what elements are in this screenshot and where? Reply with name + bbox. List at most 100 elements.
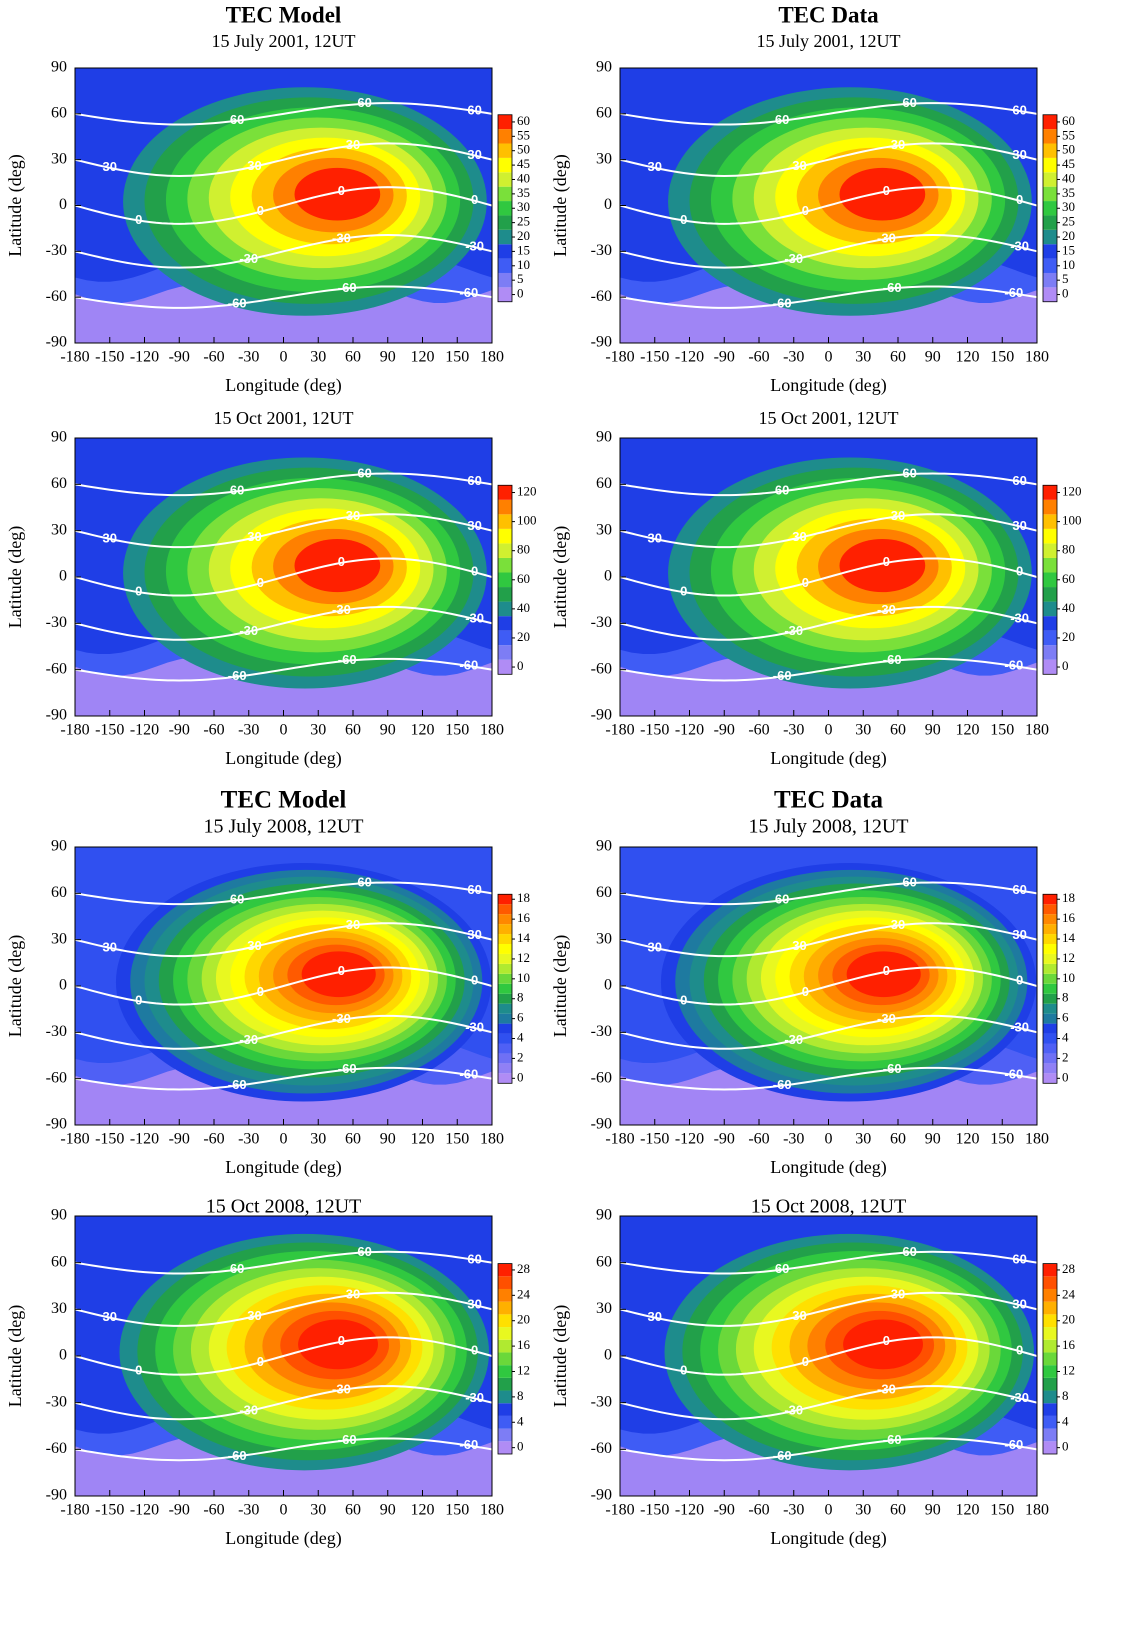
isoline-label: 60: [775, 112, 789, 127]
colorbar-box: [498, 963, 512, 974]
colorbar-tick-label: 10: [1062, 970, 1075, 985]
colorbar-box: [1043, 934, 1057, 945]
isoline-label: -30: [877, 1011, 896, 1026]
isoline: [620, 557, 1037, 597]
y-tick-label: -60: [591, 288, 612, 305]
isoline-label: 60: [775, 483, 789, 498]
isoline: [620, 922, 1037, 958]
x-tick-label: -60: [748, 1502, 769, 1519]
colorbar-box: [498, 587, 512, 602]
x-tick-label: -90: [714, 349, 735, 366]
colorbar-box: [498, 1013, 512, 1024]
colorbar-box: [1043, 272, 1057, 288]
colorbar-box: [1043, 1301, 1057, 1315]
isoline: [75, 513, 492, 549]
isoline: [75, 605, 492, 641]
colorbar-box: [498, 1033, 512, 1044]
isoline-label: -60: [1004, 1437, 1023, 1452]
isoline-label: 60: [902, 1244, 916, 1259]
colorbar-tick-label: 0: [517, 1069, 524, 1084]
x-tick-label: 180: [480, 722, 504, 739]
isoline-label: 60: [357, 95, 371, 110]
colorbar-box: [498, 1063, 512, 1074]
isoline-label: 30: [346, 917, 360, 932]
panel-subtitle: 15 July 2001, 12UT: [212, 31, 356, 51]
isoline-label: 30: [103, 159, 117, 174]
isoline-label: -60: [1004, 657, 1023, 672]
colorbar-tick-label: 18: [517, 890, 530, 905]
colorbar-box: [498, 129, 512, 144]
x-tick-label: -60: [748, 349, 769, 366]
colorbar-box: [498, 557, 512, 573]
y-tick-label: 0: [59, 568, 67, 585]
isoline: [620, 142, 1037, 177]
colorbar-box: [1043, 1403, 1057, 1416]
x-tick-label: 150: [445, 349, 469, 366]
x-tick-label: 150: [990, 1131, 1014, 1148]
colorbar-box: [1043, 1441, 1057, 1454]
colorbar-box: [1043, 1033, 1057, 1044]
colorbar-tick-label: 60: [517, 113, 530, 128]
colorbar-box: [1043, 616, 1057, 631]
panel-subtitle: 15 Oct 2008, 12UT: [751, 1196, 907, 1218]
x-tick-label: -180: [60, 1131, 89, 1148]
isoline-label: -60: [773, 1077, 792, 1092]
contour-band: [298, 1319, 379, 1370]
x-tick-label: -180: [605, 349, 634, 366]
colorbar-box: [1043, 904, 1057, 915]
isoline-label: -60: [883, 1432, 902, 1447]
colorbar-box: [498, 528, 512, 544]
isoline-label: 0: [257, 1354, 264, 1369]
x-tick-label: 0: [825, 722, 833, 739]
isoline: [620, 1291, 1037, 1327]
y-tick-label: 90: [51, 1207, 67, 1224]
colorbar-tick-label: 12: [1062, 950, 1075, 965]
x-tick-label: -30: [783, 722, 804, 739]
colorbar-box: [498, 1327, 512, 1340]
colorbar-tick-label: 10: [517, 970, 530, 985]
isoline-label: 0: [257, 984, 264, 999]
colorbar-tick-label: 2: [517, 1049, 524, 1064]
colorbar-box: [498, 904, 512, 915]
colorbar-tick-label: 20: [517, 228, 530, 243]
isoline: [75, 657, 492, 682]
isoline-label: 30: [792, 938, 806, 953]
colorbar-box: [1043, 1339, 1057, 1353]
x-tick-label: 30: [310, 722, 326, 739]
y-tick-label: 30: [51, 1300, 67, 1317]
isoline-label: 0: [883, 963, 890, 978]
colorbar-box: [1043, 514, 1057, 529]
colorbar-box: [498, 944, 512, 954]
colorbar-tick-label: 20: [517, 1312, 530, 1327]
colorbar-box: [1043, 1314, 1057, 1328]
isoline-label: -30: [784, 251, 803, 266]
colorbar-box: [1043, 1415, 1057, 1429]
colorbar-tick-label: 16: [517, 1337, 531, 1352]
colorbar-box: [1043, 1377, 1057, 1391]
isoline-label: 60: [902, 875, 916, 890]
x-tick-label: 90: [925, 722, 941, 739]
colorbar-box: [1043, 287, 1057, 302]
x-tick-label: 30: [310, 1131, 326, 1148]
x-tick-label: -120: [130, 1502, 159, 1519]
colorbar-box: [1043, 543, 1057, 558]
colorbar-tick-label: 15: [517, 242, 530, 257]
isoline: [620, 285, 1037, 309]
colorbar-tick-label: 35: [1062, 185, 1075, 200]
isoline-label: 0: [135, 212, 142, 227]
y-tick-label: 60: [596, 884, 612, 901]
isoline-label: 60: [230, 112, 244, 127]
colorbar-box: [498, 1390, 512, 1404]
y-tick-label: -30: [46, 1023, 67, 1040]
colorbar-tick-label: 12: [517, 1362, 530, 1377]
y-tick-label: 30: [596, 1300, 612, 1317]
y-axis-label: Latitude (deg): [550, 526, 571, 628]
y-tick-label: -90: [591, 334, 612, 351]
y-axis-label: Latitude (deg): [550, 154, 571, 256]
isoline-label: 60: [775, 1261, 789, 1276]
colorbar-tick-label: 14: [1062, 930, 1076, 945]
y-tick-label: -90: [46, 1116, 67, 1133]
colorbar-box: [498, 229, 512, 245]
colorbar-box: [1043, 1063, 1057, 1074]
colorbar-box: [1043, 499, 1057, 515]
